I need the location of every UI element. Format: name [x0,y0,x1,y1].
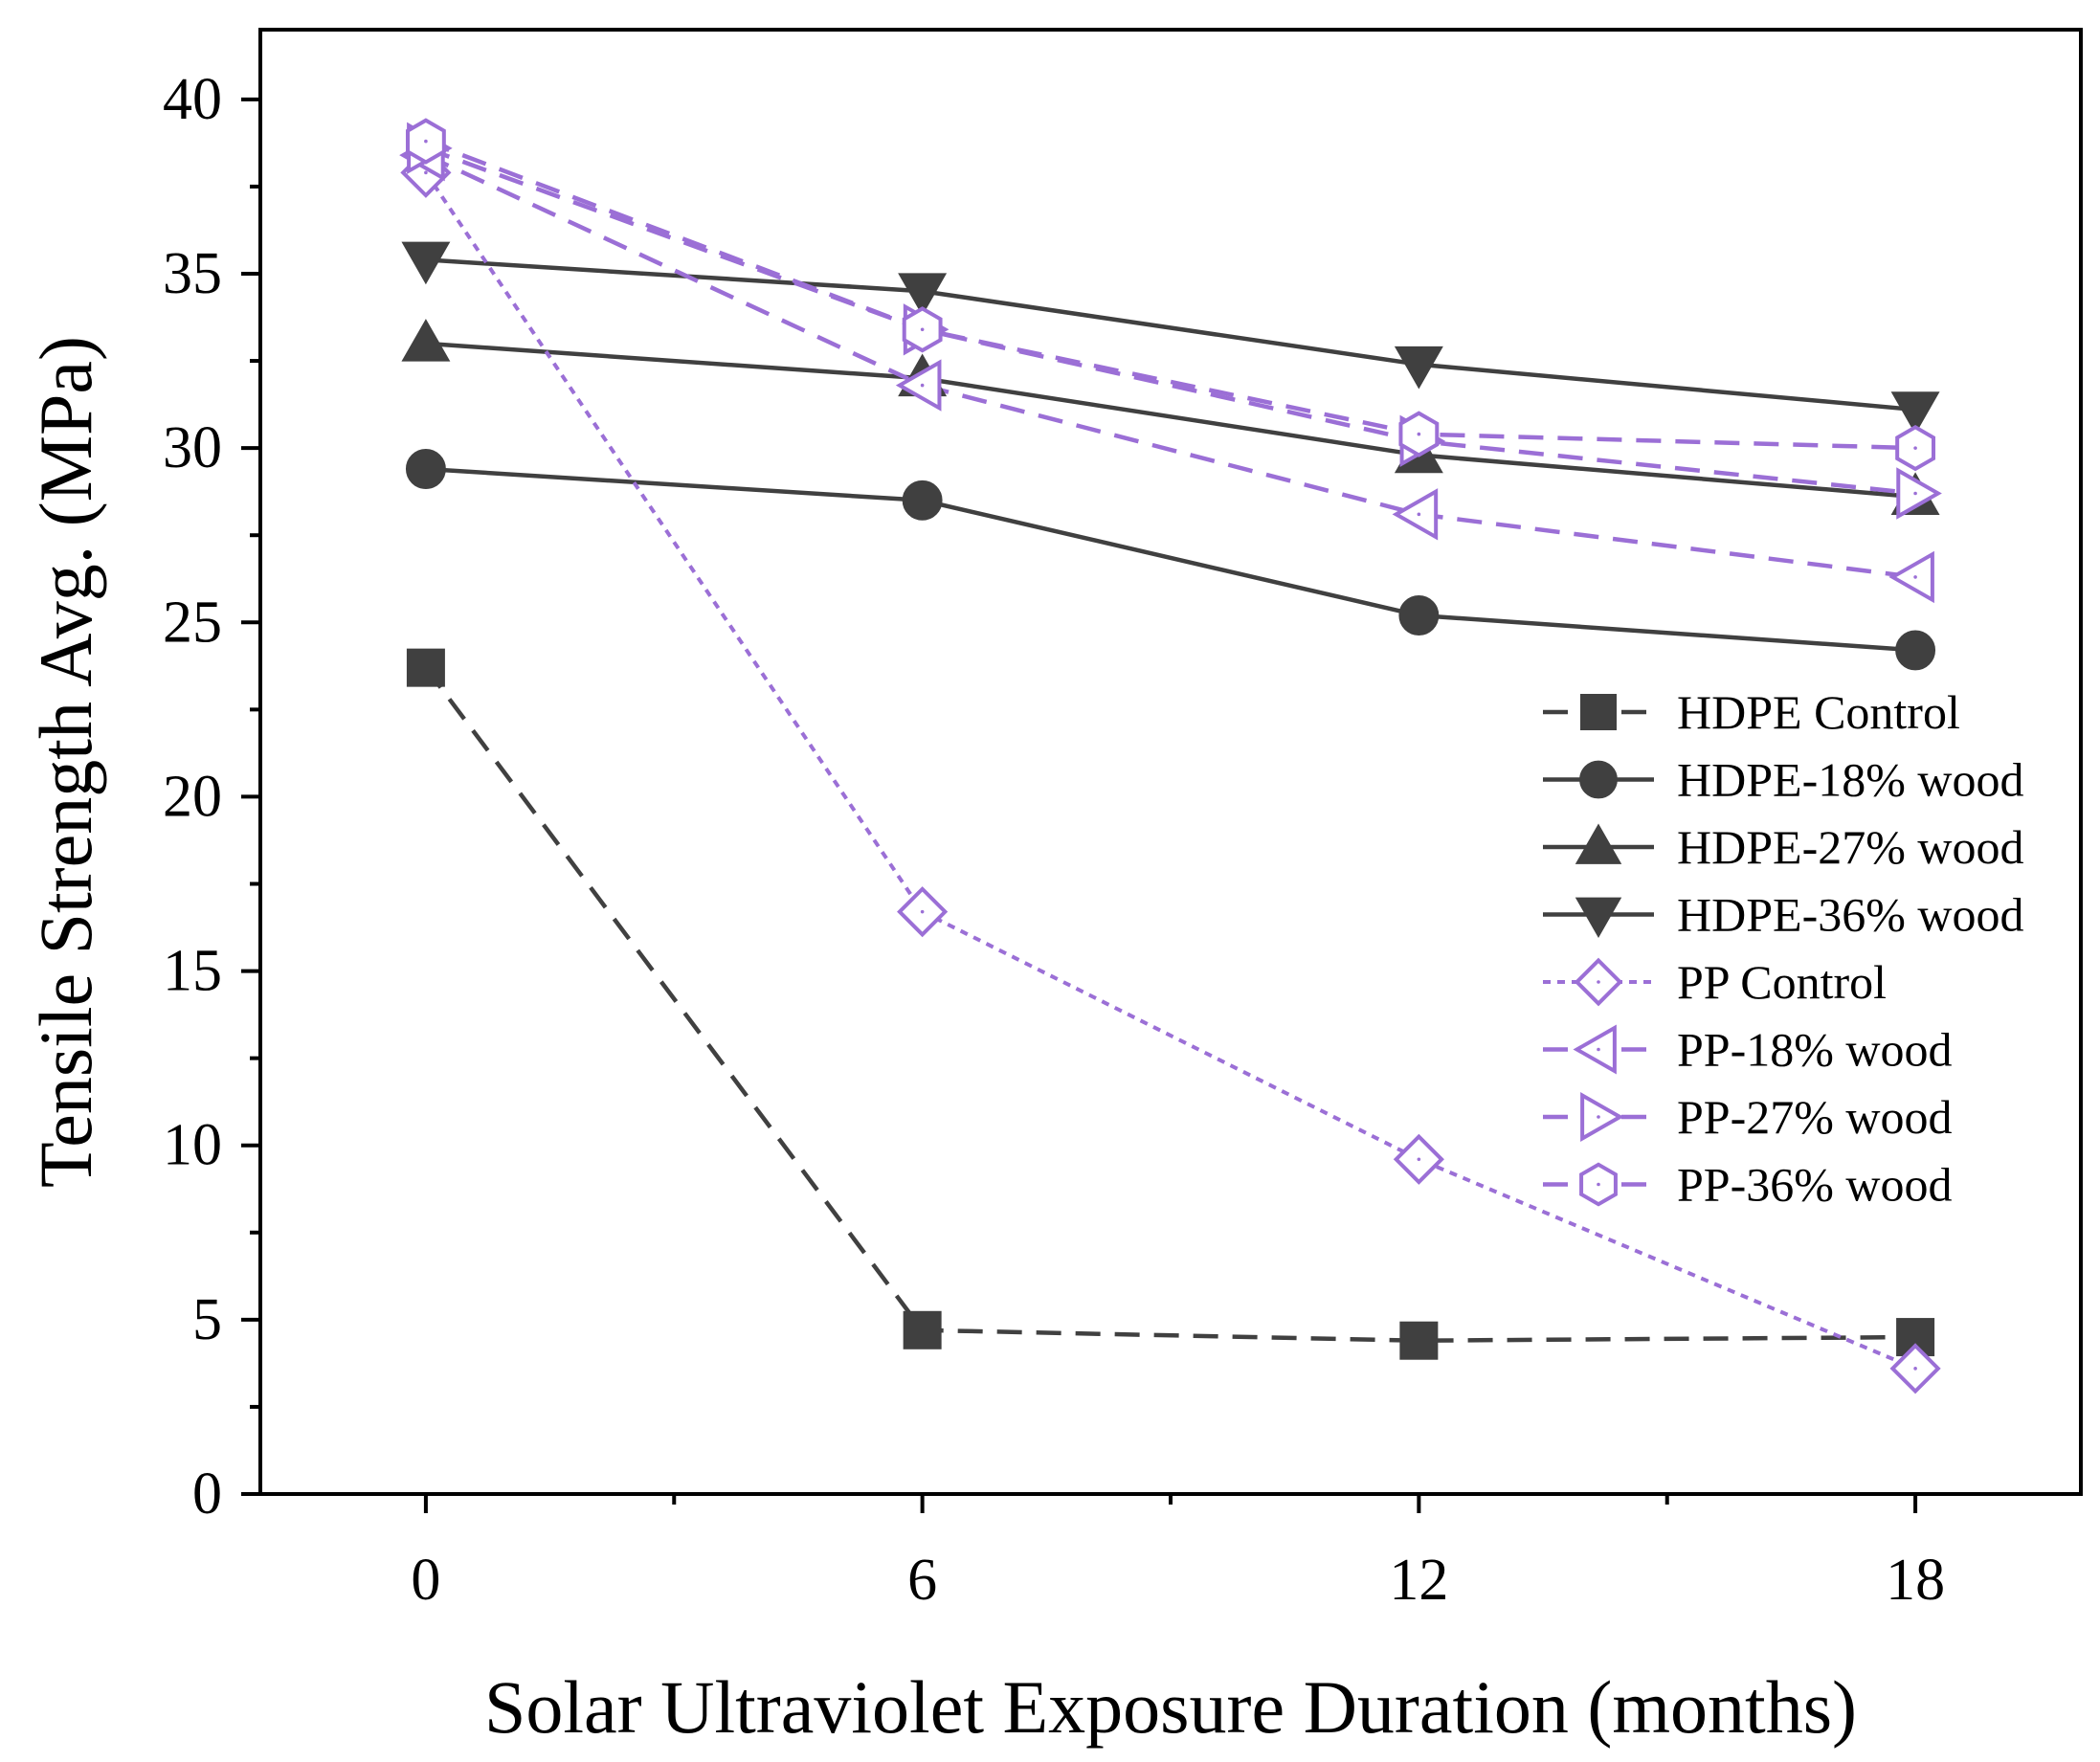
series-line-3 [425,257,1916,413]
series-line-5 [424,153,1916,580]
legend-marker-7-center-dot [1597,1182,1600,1187]
legend-marker-0 [1580,694,1617,730]
legend-label-2: HDPE-27% wood [1677,820,2023,874]
y-tick-label: 30 [163,415,222,480]
series-lines [424,139,1916,1371]
data-point-s5-1 [895,359,942,412]
data-point-s0-1 [903,1310,942,1349]
data-point-s7-0-center-dot [424,139,428,144]
y-tick-label: 25 [163,590,222,655]
data-point-s1-2 [1398,595,1440,636]
data-point-s5-3-center-dot [1913,575,1917,579]
data-point-s1-3 [1895,630,1936,671]
series-line-0 [424,666,1916,1343]
data-point-s5-3 [1888,550,1934,604]
legend-label-7: PP-36% wood [1677,1158,1953,1212]
legend-label-4: PP Control [1677,955,1887,1009]
legend-marker-1 [1579,760,1618,799]
data-point-s3-3 [1890,391,1940,435]
data-point-s7-2-center-dot [1417,432,1421,436]
y-tick-label: 10 [163,1113,222,1178]
data-point-s4-1-center-dot [920,909,925,914]
data-point-s6-3 [1896,467,1942,520]
data-point-s3-1 [898,273,948,316]
x-tick-label: 18 [1886,1548,1945,1613]
y-tick-label: 15 [163,939,222,1004]
y-tick-label: 40 [163,67,222,132]
legend-marker-6-center-dot [1597,1115,1600,1119]
legend-marker-4-center-dot [1597,980,1600,984]
series-line-1 [425,466,1916,653]
series-line-7 [425,139,1916,451]
axis-ticks: 0 5 10 15 20 25 30 35 40 0 6 12 18 [163,67,1945,1613]
data-point-s5-2-center-dot [1417,512,1421,517]
x-tick-label: 0 [411,1548,440,1613]
y-tick-label: 5 [192,1287,222,1352]
data-point-s5-2 [1392,488,1439,541]
data-point-s5-1-center-dot [920,383,925,388]
legend: HDPE Control HDPE-18% wood HDPE-27% wood HD… [1543,685,2023,1212]
series-line-2 [425,341,1916,500]
data-point-s3-0 [401,241,451,285]
data-point-s2-0 [401,319,451,362]
x-axis-title: Solar Ultraviolet Exposure Duration (mon… [484,1665,1857,1749]
data-point-s3-2 [1394,346,1443,390]
legend-label-6: PP-27% wood [1677,1090,1953,1144]
data-point-s0-2 [1399,1321,1439,1360]
legend-label-0: HDPE Control [1677,685,1960,739]
data-point-s1-0 [405,449,446,489]
legend-label-3: HDPE-36% wood [1677,888,2023,942]
legend-marker-2 [1575,823,1622,864]
data-point-s4-0-center-dot [424,170,428,175]
y-axis-title: Tensile Strength Avg. (MPa) [24,336,107,1188]
data-point-s4-3-center-dot [1913,1367,1917,1371]
series-markers [399,118,1942,1394]
y-tick-label: 35 [163,241,222,306]
legend-marker-6 [1580,1092,1624,1142]
legend-label-5: PP-18% wood [1677,1023,1953,1077]
data-point-s6-3-center-dot [1913,491,1917,496]
data-point-s7-3-center-dot [1913,446,1917,450]
x-tick-label: 6 [907,1548,937,1613]
series-line-4 [424,171,1916,1371]
legend-marker-5-center-dot [1597,1047,1600,1052]
y-tick-label: 20 [163,764,222,829]
legend-label-1: HDPE-18% wood [1677,753,2023,807]
y-tick-label: 0 [192,1461,222,1527]
data-point-s0-0 [406,648,445,687]
data-point-s7-1-center-dot [920,327,925,332]
data-point-s4-2-center-dot [1417,1157,1421,1162]
x-tick-label: 12 [1389,1548,1448,1613]
data-point-s1-1 [902,480,943,521]
legend-marker-5 [1573,1024,1617,1075]
legend-marker-3 [1575,897,1622,939]
